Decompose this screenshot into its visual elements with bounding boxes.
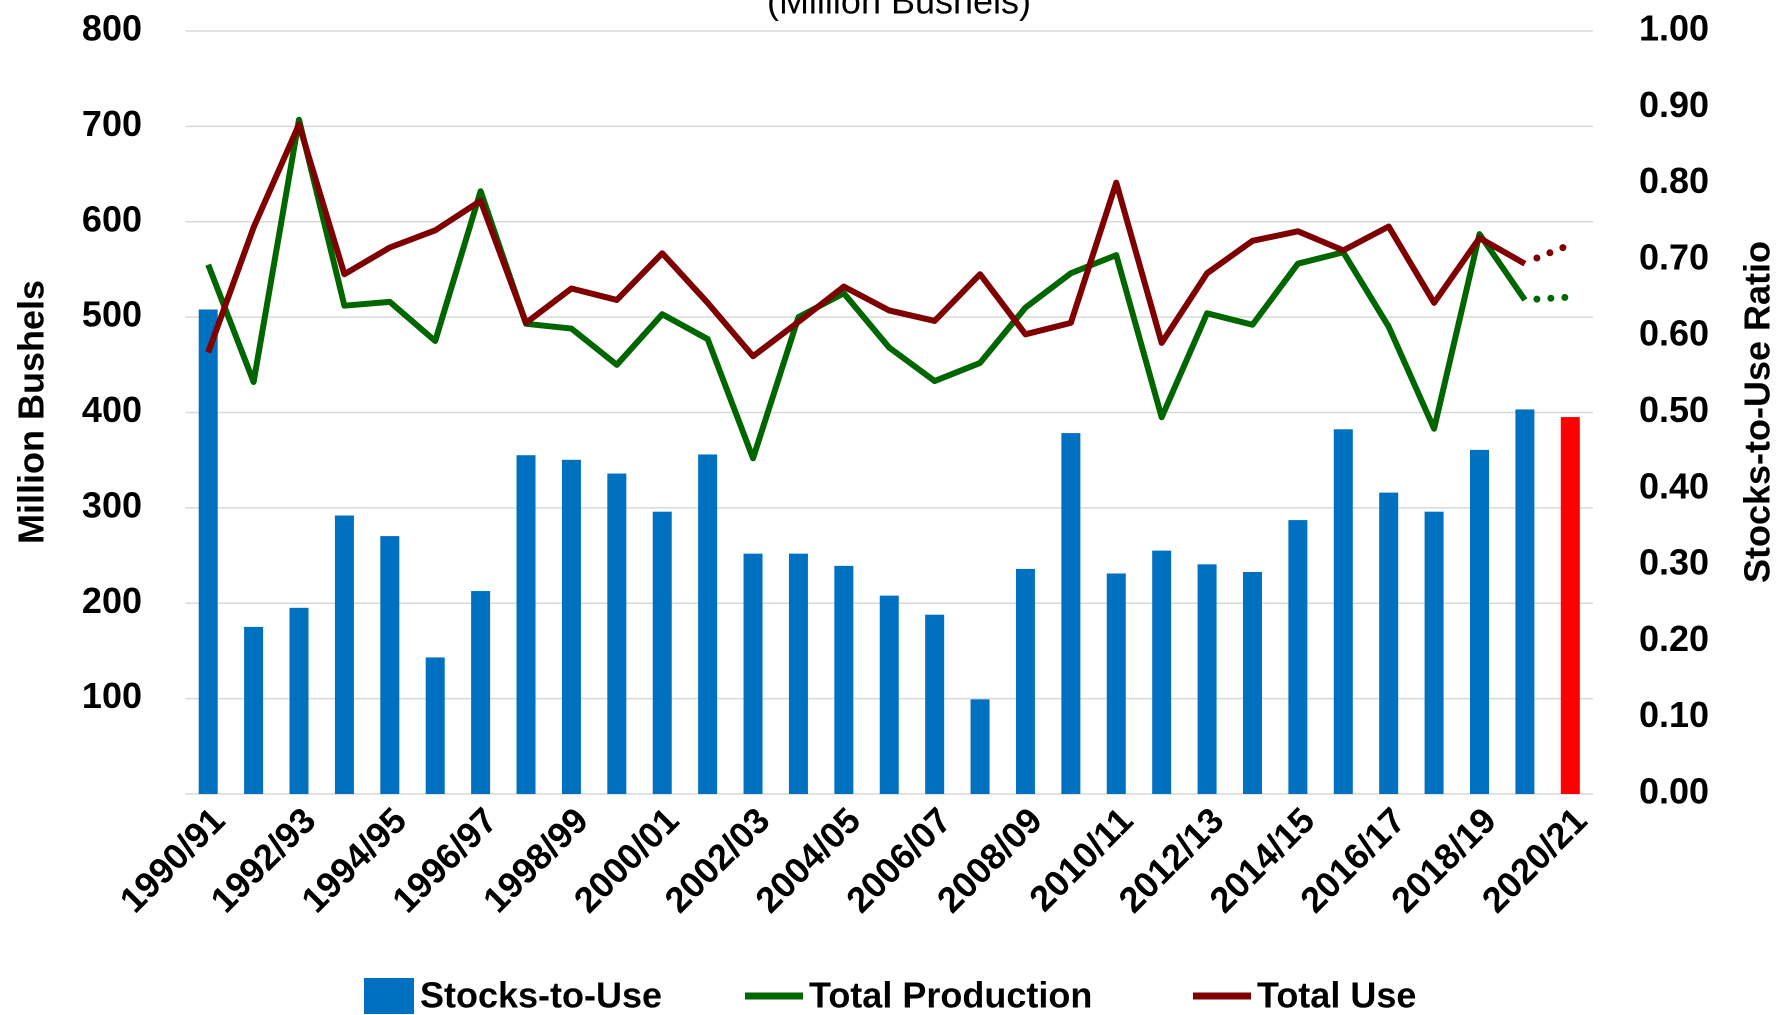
bar bbox=[198, 309, 218, 794]
y2-tick-label: 0.00 bbox=[1639, 771, 1709, 812]
y2-tick-label: 0.10 bbox=[1639, 694, 1709, 735]
legend-swatch bbox=[364, 978, 414, 1014]
chart-subtitle: (Million Bushels) bbox=[767, 0, 1031, 22]
y-tick-label: 700 bbox=[82, 103, 142, 144]
bar bbox=[1333, 429, 1353, 794]
y2-tick-label: 0.80 bbox=[1639, 160, 1709, 201]
bar bbox=[516, 455, 536, 794]
bar bbox=[1515, 409, 1535, 794]
y2-tick-label: 1.00 bbox=[1639, 8, 1709, 49]
bar bbox=[334, 515, 354, 794]
bar bbox=[289, 607, 309, 794]
y2-tick-label: 0.70 bbox=[1639, 236, 1709, 277]
y-tick-label: 300 bbox=[82, 484, 142, 525]
bar bbox=[1560, 417, 1580, 794]
bar bbox=[607, 473, 627, 794]
bar bbox=[1424, 511, 1444, 794]
bar bbox=[788, 553, 808, 794]
bar bbox=[698, 454, 718, 794]
bar bbox=[561, 459, 581, 794]
bar bbox=[244, 626, 264, 794]
bar bbox=[970, 699, 990, 794]
y-tick-label: 200 bbox=[82, 580, 142, 621]
bar bbox=[1379, 492, 1399, 794]
y2-tick-label: 0.60 bbox=[1639, 313, 1709, 354]
y-axis-label: Million Bushels bbox=[11, 280, 52, 544]
y2-axis-label: Stocks-to-Use Ratio bbox=[1737, 241, 1778, 583]
bar bbox=[1469, 449, 1489, 794]
line-projection bbox=[1533, 241, 1574, 262]
bar bbox=[1242, 571, 1262, 794]
bar bbox=[1061, 433, 1081, 794]
legend-label: Total Use bbox=[1257, 975, 1416, 1015]
y2-tick-label: 0.50 bbox=[1639, 389, 1709, 430]
bar bbox=[1106, 573, 1126, 794]
legend-label: Total Production bbox=[809, 975, 1092, 1015]
bar bbox=[652, 511, 672, 794]
y-tick-label: 600 bbox=[82, 198, 142, 239]
line-series bbox=[205, 121, 1527, 360]
line-series bbox=[205, 116, 1528, 462]
y2-tick-label: 0.90 bbox=[1639, 84, 1709, 125]
y-tick-label: 800 bbox=[82, 8, 142, 49]
bar bbox=[834, 565, 854, 794]
bar bbox=[1288, 520, 1308, 794]
y-tick-label: 400 bbox=[82, 389, 142, 430]
bar bbox=[380, 536, 400, 794]
bar bbox=[1152, 550, 1172, 794]
y2-tick-label: 0.40 bbox=[1639, 465, 1709, 506]
line-projection bbox=[1533, 293, 1574, 303]
y2-tick-label: 0.20 bbox=[1639, 618, 1709, 659]
bar bbox=[879, 595, 899, 794]
bar bbox=[1197, 564, 1217, 794]
legend-label: Stocks-to-Use bbox=[420, 975, 662, 1015]
y2-tick-label: 0.30 bbox=[1639, 542, 1709, 583]
bar bbox=[743, 553, 763, 794]
y-tick-label: 500 bbox=[82, 294, 142, 335]
bar bbox=[425, 657, 445, 794]
bar bbox=[471, 591, 491, 794]
bar bbox=[925, 614, 945, 794]
y-tick-label: 100 bbox=[82, 675, 142, 716]
bar bbox=[1015, 568, 1035, 794]
